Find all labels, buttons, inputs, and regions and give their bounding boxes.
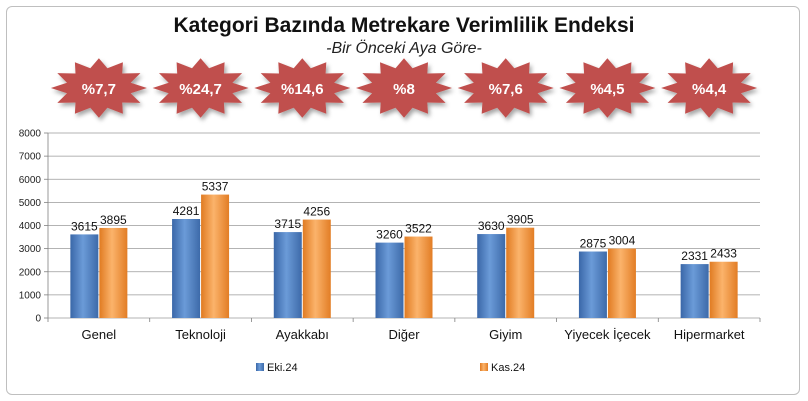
bar-series1 xyxy=(70,234,99,318)
x-category-label: Genel xyxy=(82,327,117,342)
bar-series2 xyxy=(99,227,128,318)
legend-label: Eki.24 xyxy=(267,362,298,374)
legend-swatch xyxy=(256,363,264,371)
data-label: 3004 xyxy=(609,234,636,248)
badge-star-shape xyxy=(559,58,656,118)
change-badge: %7,7 xyxy=(50,58,147,118)
y-tick-label: 7000 xyxy=(19,152,42,163)
bar-series1 xyxy=(375,242,404,318)
x-category-label: Ayakkabı xyxy=(276,327,329,342)
badge-star-shape xyxy=(254,58,351,118)
y-tick-label: 3000 xyxy=(19,244,42,255)
change-badge: %24,7 xyxy=(152,58,249,118)
data-label: 3895 xyxy=(100,213,127,227)
bar-series2 xyxy=(404,236,433,318)
data-label: 3615 xyxy=(71,219,98,233)
bar-series1 xyxy=(273,232,302,318)
y-tick-label: 0 xyxy=(35,314,41,325)
data-label: 3905 xyxy=(507,213,534,227)
data-label: 2433 xyxy=(710,247,737,261)
change-badge: %4,4 xyxy=(661,58,758,118)
data-label: 3522 xyxy=(405,222,432,236)
data-label: 4256 xyxy=(303,205,330,219)
change-badge: %14,6 xyxy=(254,58,351,118)
y-tick-label: 1000 xyxy=(19,290,42,301)
change-badge: %4,5 xyxy=(559,58,656,118)
bar-series1 xyxy=(680,264,709,318)
badge-star-shape xyxy=(50,58,147,118)
x-category-label: Yiyecek İçecek xyxy=(564,327,651,342)
x-category-label: Hipermarket xyxy=(674,327,745,342)
bar-series2 xyxy=(506,227,535,318)
x-category-label: Giyim xyxy=(489,327,522,342)
y-tick-label: 6000 xyxy=(19,175,42,186)
change-badge: %7,6 xyxy=(457,58,554,118)
change-badge: %8 xyxy=(356,58,452,118)
bar-series2 xyxy=(607,248,636,318)
x-category-label: Teknoloji xyxy=(175,327,226,342)
badge-label: %4,4 xyxy=(692,81,727,98)
badge-label: %14,6 xyxy=(281,81,324,98)
legend-swatch xyxy=(480,363,488,371)
y-tick-label: 4000 xyxy=(19,221,42,232)
badge-star-shape xyxy=(356,58,452,118)
chart-title: Kategori Bazında Metrekare Verimlilik En… xyxy=(173,14,635,37)
badge-star-shape xyxy=(152,58,249,118)
badge-label: %24,7 xyxy=(179,81,222,98)
y-tick-label: 8000 xyxy=(19,129,42,140)
legend-label: Kas.24 xyxy=(491,362,525,374)
badge-star-shape xyxy=(457,58,554,118)
bar-series2 xyxy=(201,194,230,318)
bar-series2 xyxy=(709,261,738,318)
bar-series2 xyxy=(302,219,331,318)
data-label: 3715 xyxy=(274,217,301,231)
legend-item: Eki.24 xyxy=(256,362,298,374)
bar-series1 xyxy=(172,219,201,318)
y-tick-label: 5000 xyxy=(19,198,42,209)
chart-subtitle: -Bir Önceki Aya Göre- xyxy=(326,40,482,57)
data-label: 3630 xyxy=(478,219,505,233)
data-label: 5337 xyxy=(202,180,229,194)
y-tick-label: 2000 xyxy=(19,267,42,278)
badge-label: %7,6 xyxy=(489,81,523,98)
data-label: 2875 xyxy=(580,237,607,251)
data-label: 2331 xyxy=(681,249,708,263)
data-label: 4281 xyxy=(173,204,200,218)
bar-series1 xyxy=(477,234,506,318)
bar-series1 xyxy=(578,251,607,318)
legend-item: Kas.24 xyxy=(480,362,525,374)
badge-label: %7,7 xyxy=(82,81,116,98)
data-label: 3260 xyxy=(376,228,403,242)
x-category-label: Diğer xyxy=(388,327,420,342)
badge-label: %4,5 xyxy=(590,81,624,98)
badge-star-shape xyxy=(661,58,758,118)
badge-label: %8 xyxy=(393,81,415,98)
